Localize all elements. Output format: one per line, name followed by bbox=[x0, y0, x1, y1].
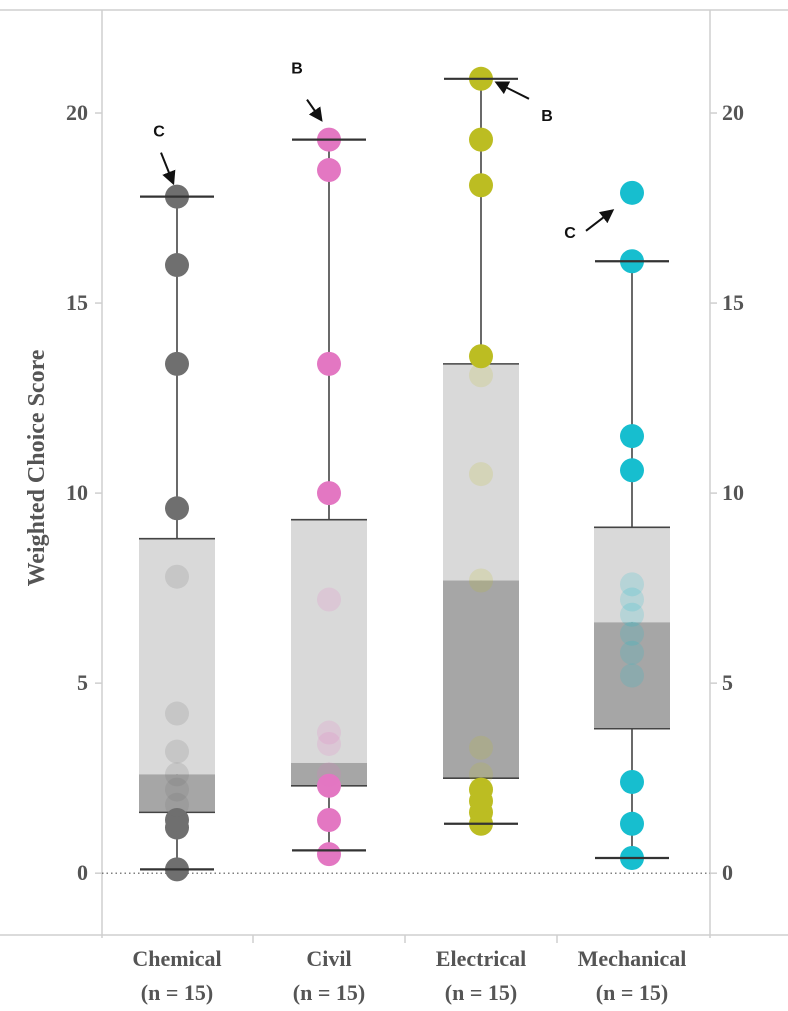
y-tick-label-right: 15 bbox=[722, 290, 744, 315]
data-point bbox=[165, 792, 189, 817]
box-lower-half bbox=[139, 774, 215, 813]
box-upper-half bbox=[443, 363, 519, 581]
data-point bbox=[165, 762, 189, 787]
category-count-label: (n = 15) bbox=[141, 980, 213, 1005]
data-point bbox=[317, 773, 341, 798]
category-label: Chemical bbox=[132, 946, 221, 971]
data-point bbox=[469, 173, 493, 198]
box-lower-half bbox=[443, 580, 519, 779]
y-tick-label-left: 15 bbox=[66, 290, 88, 315]
data-point bbox=[469, 462, 493, 487]
category-count-label: (n = 15) bbox=[445, 980, 517, 1005]
data-point bbox=[620, 572, 644, 597]
data-point bbox=[317, 762, 341, 787]
data-point bbox=[620, 180, 644, 205]
annotation-arrow bbox=[585, 209, 615, 232]
box-upper-half bbox=[291, 519, 367, 763]
y-tick-label-left: 0 bbox=[77, 860, 88, 885]
data-point bbox=[317, 587, 341, 612]
data-point bbox=[317, 807, 341, 832]
annotation-arrow bbox=[160, 152, 176, 186]
data-point bbox=[317, 158, 341, 183]
data-point bbox=[469, 568, 493, 593]
data-point bbox=[469, 363, 493, 388]
data-point bbox=[620, 587, 644, 612]
boxes-layer bbox=[139, 78, 670, 870]
y-tick-label-right: 0 bbox=[722, 860, 733, 885]
data-point bbox=[620, 811, 644, 836]
category-label: Civil bbox=[306, 946, 351, 971]
y-tick-label-left: 10 bbox=[66, 480, 88, 505]
data-point bbox=[620, 663, 644, 688]
annotation-label: C bbox=[564, 225, 576, 242]
annotation-label: C bbox=[153, 124, 165, 141]
y-tick-label-left: 5 bbox=[77, 670, 88, 695]
y-tick-label-right: 20 bbox=[722, 100, 744, 125]
annotation-label: B bbox=[291, 61, 303, 78]
data-point bbox=[165, 496, 189, 521]
data-point bbox=[620, 424, 644, 449]
annotation-label: B bbox=[541, 108, 553, 125]
category-label: Mechanical bbox=[578, 946, 687, 971]
data-point bbox=[620, 621, 644, 646]
data-point bbox=[620, 602, 644, 627]
box-upper-half bbox=[139, 538, 215, 775]
data-point bbox=[165, 253, 189, 278]
data-point bbox=[165, 351, 189, 376]
category-label: Electrical bbox=[436, 946, 526, 971]
data-point bbox=[165, 564, 189, 589]
data-point bbox=[469, 762, 493, 787]
y-tick-label-left: 20 bbox=[66, 100, 88, 125]
categories-layer: Chemical (n = 15) Civil (n = 15) Electrical (… bbox=[132, 935, 686, 1005]
data-point bbox=[317, 351, 341, 376]
data-point bbox=[469, 735, 493, 760]
category-count-label: (n = 15) bbox=[596, 980, 668, 1005]
data-point bbox=[165, 739, 189, 764]
annotation-arrow bbox=[306, 99, 323, 122]
y-tick-label-right: 10 bbox=[722, 480, 744, 505]
data-point bbox=[317, 731, 341, 756]
box-upper-half bbox=[594, 527, 670, 623]
category-count-label: (n = 15) bbox=[293, 980, 365, 1005]
annotations-layer: C B B C bbox=[153, 61, 615, 242]
data-point bbox=[469, 344, 493, 369]
data-point bbox=[317, 842, 341, 867]
data-point bbox=[165, 701, 189, 726]
ticks-layer: 0 0 5 5 10 10 15 15 20 20 bbox=[66, 100, 744, 885]
data-point bbox=[165, 777, 189, 802]
data-point bbox=[469, 127, 493, 152]
data-point bbox=[165, 807, 189, 832]
y-axis-title: Weighted Choice Score bbox=[24, 349, 50, 586]
box-lower-half bbox=[594, 622, 670, 729]
data-point bbox=[317, 720, 341, 745]
annotation-arrow bbox=[494, 81, 530, 100]
points-layer bbox=[140, 66, 669, 882]
data-point bbox=[620, 640, 644, 665]
y-tick-label-right: 5 bbox=[722, 670, 733, 695]
data-point bbox=[317, 481, 341, 506]
data-point bbox=[620, 458, 644, 483]
data-point bbox=[469, 777, 493, 802]
data-point bbox=[620, 769, 644, 794]
